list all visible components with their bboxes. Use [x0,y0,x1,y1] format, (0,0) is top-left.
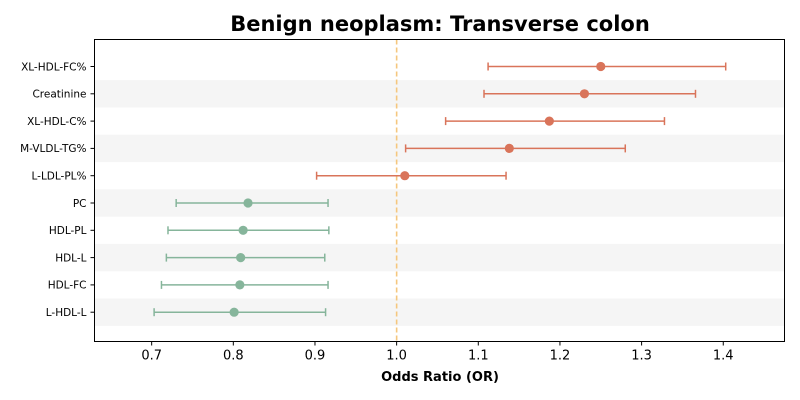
or-point [243,198,253,208]
ci-row-HDL-L [165,253,326,263]
y-tick-label: Creatinine [32,89,86,101]
or-point [229,307,239,317]
or-point [504,143,514,153]
ci-row-HDL-FC [160,280,329,290]
x-tick-label: 1.3 [631,349,652,364]
ci-row-M-VLDL-TG% [404,143,627,153]
y-tick-label: HDL-FC [48,280,87,292]
y-axis: XL-HDL-FC% Creatinine XL-HDL-C% M-VLDL-TG% L… [20,61,95,319]
ci-row-HDL-PL [167,225,330,235]
x-tick-label: 0.7 [141,349,162,364]
x-tick-label: 1.4 [713,349,734,364]
y-tick-label: XL-HDL-C% [27,116,86,128]
y-tick-label: L-HDL-L [46,307,87,319]
ci-row-L-LDL-PL% [315,171,507,181]
y-tick-label: PC [73,198,87,210]
ci-row-L-HDL-L [153,307,327,317]
or-point [400,171,410,181]
or-point [579,89,590,99]
x-tick-label: 1.2 [550,349,571,364]
x-tick-label: 0.9 [305,349,326,364]
x-axis-label: Odds Ratio (OR) [381,370,499,385]
y-tick-label: XL-HDL-FC% [21,61,86,73]
or-point [238,225,248,235]
ci-row-PC [175,198,329,208]
x-tick-label: 1.1 [468,349,489,364]
y-tick-label: HDL-L [55,252,86,264]
x-tick-label: 0.8 [223,349,244,364]
y-tick-label: HDL-PL [49,225,87,237]
x-tick-label: 1.0 [386,349,407,364]
y-tick-label: M-VLDL-TG% [20,143,86,155]
ci-row-Creatinine [483,89,697,99]
plot-frame [94,39,785,342]
y-tick-label: L-LDL-PL% [31,171,86,183]
ci-row-XL-HDL-C% [444,116,666,126]
or-point [596,61,606,72]
x-axis: 0.7 0.8 0.9 1.0 1.1 1.2 1.3 1.4 [141,341,734,364]
ci-row-XL-HDL-FC% [487,61,727,72]
or-point [235,280,245,290]
or-point [544,116,554,126]
or-point [236,253,246,263]
data-marks [153,61,727,317]
chart-title: Benign neoplasm: Transverse colon [230,12,650,36]
